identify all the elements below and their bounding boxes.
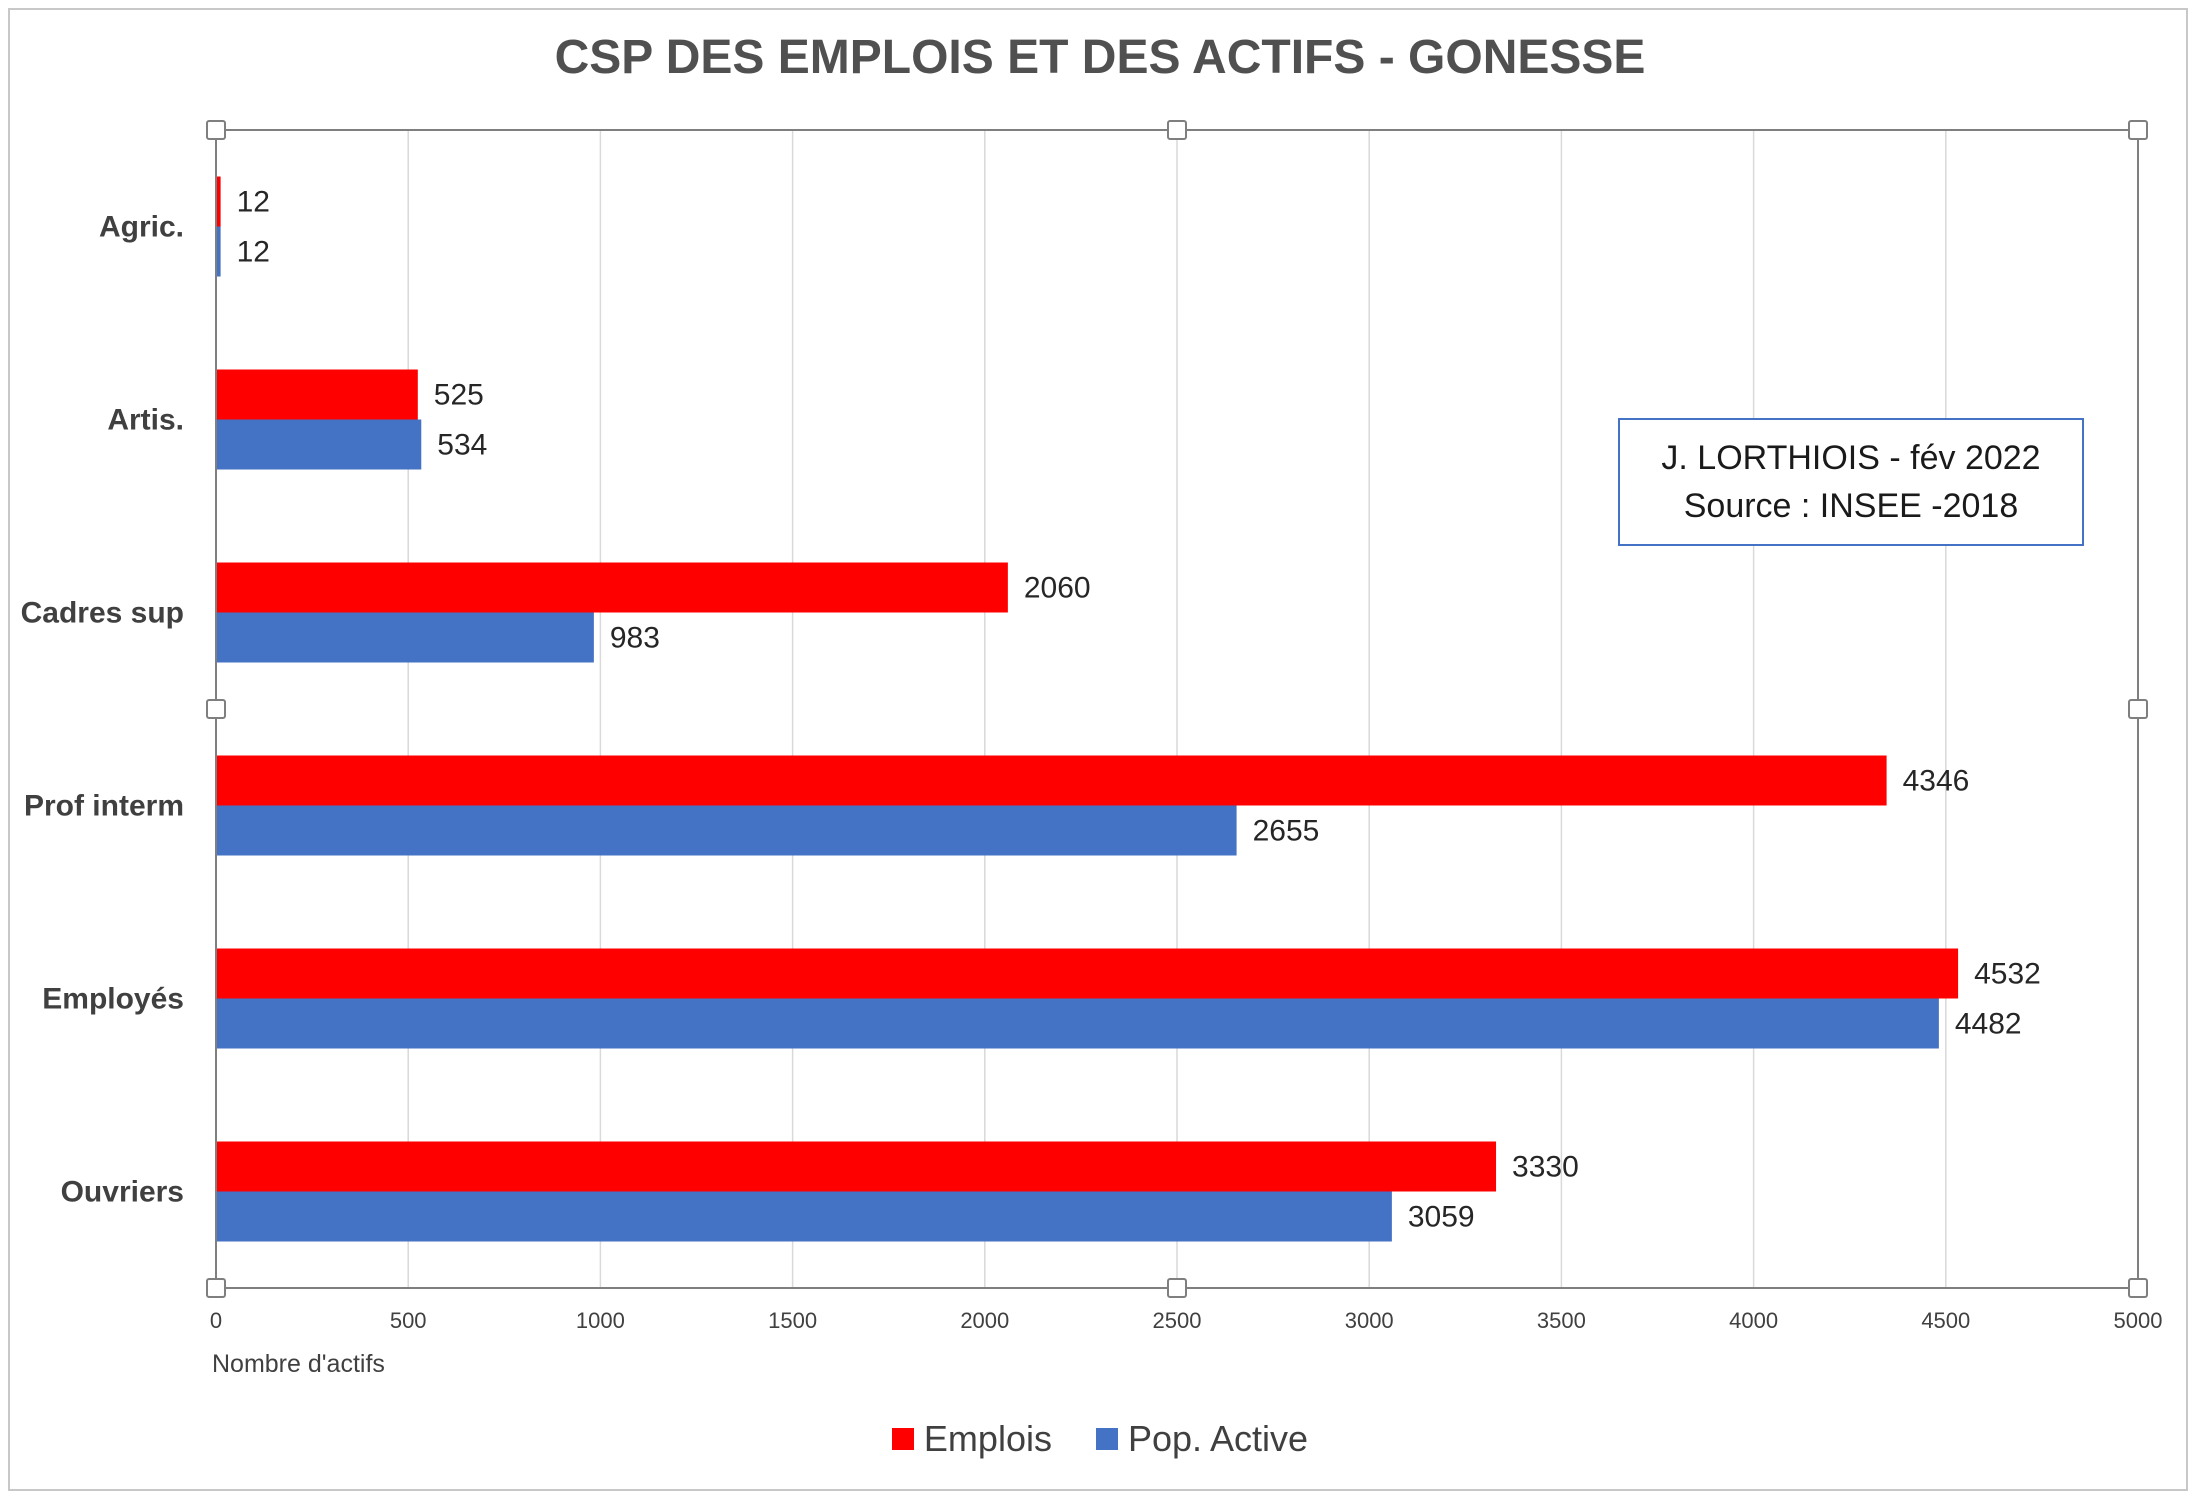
- bar-pop-active: [216, 612, 594, 663]
- chart-frame: [8, 8, 2188, 1491]
- bar-pop-active: [216, 805, 1237, 856]
- x-axis-label: Nombre d'actifs: [212, 1350, 385, 1378]
- bar-pop-active: [216, 419, 422, 470]
- data-label: 534: [437, 429, 487, 462]
- category-label: Prof interm: [24, 790, 184, 823]
- bar-emplois: [216, 948, 1959, 999]
- selection-handle[interactable]: [206, 120, 226, 140]
- annotation-source: Source : INSEE -2018: [1683, 487, 2019, 525]
- x-tick-label: 500: [390, 1308, 427, 1333]
- category-label: Ouvriers: [61, 1176, 184, 1209]
- category-label: Employés: [42, 983, 184, 1016]
- category-label: Artis.: [107, 404, 184, 437]
- x-tick-label: 2000: [960, 1308, 1009, 1333]
- selection-handle[interactable]: [2128, 1278, 2148, 1298]
- selection-handle[interactable]: [206, 699, 226, 719]
- legend-item-emplois: Emplois: [891, 1418, 1052, 1460]
- data-label: 2060: [1024, 572, 1091, 605]
- bar-emplois: [216, 1141, 1497, 1192]
- x-tick-label: 5000: [2114, 1308, 2163, 1333]
- bar-pop-active: [216, 998, 1939, 1049]
- data-label: 4346: [1903, 765, 1970, 798]
- legend-item-pop-active: Pop. Active: [1095, 1418, 1309, 1460]
- legend-swatch-pop-active: [1095, 1428, 1118, 1450]
- selection-handle[interactable]: [2128, 120, 2148, 140]
- data-label: 3330: [1512, 1151, 1579, 1184]
- data-label: 2655: [1253, 815, 1320, 848]
- annotation-author: J. LORTHIOIS - fév 2022: [1661, 439, 2041, 477]
- x-tick-label: 1000: [576, 1308, 625, 1333]
- x-tick-label: 3000: [1345, 1308, 1394, 1333]
- data-label: 4482: [1955, 1008, 2022, 1041]
- legend-swatch-emplois: [891, 1428, 914, 1450]
- data-label: 12: [237, 186, 270, 219]
- bar-emplois: [216, 755, 1887, 806]
- data-label: 3059: [1408, 1201, 1475, 1234]
- x-tick-label: 3500: [1537, 1308, 1586, 1333]
- category-label: Cadres sup: [21, 597, 184, 630]
- legend: Emplois Pop. Active: [0, 1418, 2200, 1460]
- legend-label-pop-active: Pop. Active: [1127, 1418, 1309, 1459]
- bar-pop-active: [216, 1191, 1392, 1242]
- bar-emplois: [216, 176, 221, 227]
- data-label: 983: [610, 622, 660, 655]
- selection-handle[interactable]: [1167, 120, 1187, 140]
- axes: [206, 120, 2148, 1298]
- x-tick-label: 4000: [1729, 1308, 1778, 1333]
- labels: 0 500 1000 1500 2000 2500 3000 3500 4000 4500 5000…: [21, 186, 2163, 1334]
- bars: [216, 176, 1959, 1242]
- source-annotation: J. LORTHIOIS - fév 2022 Source : INSEE -…: [1618, 418, 2084, 546]
- legend-label-emplois: Emplois: [923, 1418, 1052, 1459]
- data-label: 4532: [1974, 958, 2041, 991]
- chart-title: CSP DES EMPLOIS ET DES ACTIFS - GONESSE: [554, 31, 1646, 84]
- selection-handle[interactable]: [2128, 699, 2148, 719]
- bar-pop-active: [216, 226, 221, 277]
- category-label: Agric.: [99, 211, 184, 244]
- gridlines: [215, 130, 2139, 1288]
- bar-emplois: [216, 369, 418, 420]
- bar-emplois: [216, 562, 1008, 613]
- data-label: 12: [237, 236, 270, 269]
- data-label: 525: [434, 379, 484, 412]
- x-tick-label: 2500: [1153, 1308, 1202, 1333]
- x-tick-label: 0: [210, 1308, 222, 1333]
- selection-handle[interactable]: [1167, 1278, 1187, 1298]
- selection-handle[interactable]: [206, 1278, 226, 1298]
- x-tick-label: 1500: [768, 1308, 817, 1333]
- x-tick-label: 4500: [1921, 1308, 1970, 1333]
